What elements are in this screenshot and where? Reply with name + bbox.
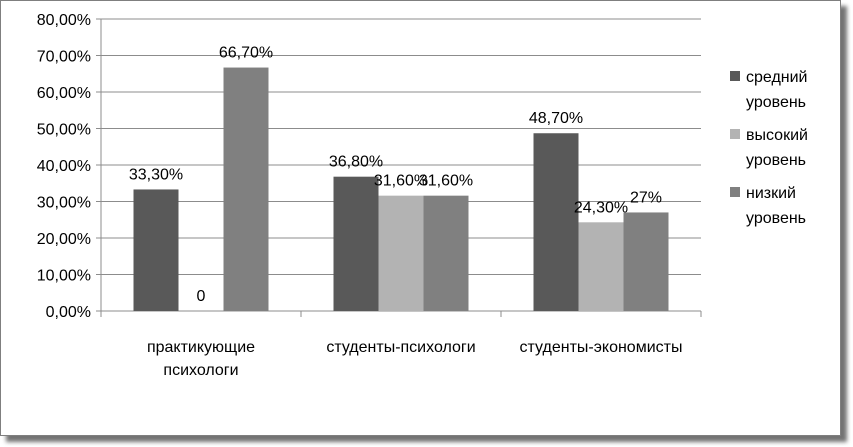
y-tick-label: 50,00%: [37, 122, 91, 139]
data-label: 66,70%: [219, 45, 273, 62]
y-tick-label: 0,00%: [46, 304, 91, 321]
y-tick-label: 60,00%: [37, 85, 91, 102]
legend-label: средний: [746, 69, 808, 86]
legend-label: уровень: [746, 94, 806, 111]
legend-label: низкий: [746, 185, 796, 202]
bar: [578, 222, 624, 311]
legend-swatch: [730, 129, 740, 139]
bar: [333, 176, 379, 311]
data-label: 36,80%: [329, 154, 383, 171]
bar: [223, 67, 269, 311]
legend-swatch: [730, 71, 740, 81]
data-label: 27%: [630, 189, 662, 206]
data-label: 33,30%: [129, 166, 183, 183]
data-label: 0: [197, 288, 206, 305]
category-label: психологи: [163, 362, 238, 379]
y-tick-label: 10,00%: [37, 268, 91, 285]
y-tick-label: 20,00%: [37, 231, 91, 248]
y-tick-label: 80,00%: [37, 12, 91, 29]
legend-swatch: [730, 187, 740, 197]
y-tick-label: 70,00%: [37, 49, 91, 66]
y-tick-label: 40,00%: [37, 158, 91, 175]
bar: [533, 133, 579, 311]
data-label: 48,70%: [529, 110, 583, 127]
data-label: 31,60%: [374, 173, 428, 190]
legend-label: уровень: [746, 210, 806, 227]
bar: [133, 189, 179, 311]
legend-label: уровень: [746, 152, 806, 169]
bar: [378, 195, 424, 311]
category-label: студенты-психологи: [326, 339, 475, 356]
category-label: практикующие: [147, 339, 255, 356]
data-label: 24,30%: [574, 199, 628, 216]
category-label: студенты-экономисты: [520, 339, 683, 356]
legend-label: высокий: [746, 127, 808, 144]
y-tick-label: 30,00%: [37, 195, 91, 212]
data-label: 31,60%: [419, 173, 473, 190]
bar: [623, 212, 669, 311]
bar: [423, 195, 469, 311]
